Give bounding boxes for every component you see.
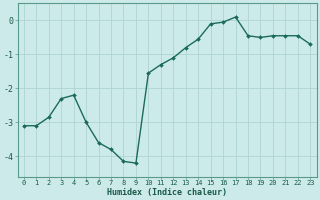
X-axis label: Humidex (Indice chaleur): Humidex (Indice chaleur) — [107, 188, 227, 197]
